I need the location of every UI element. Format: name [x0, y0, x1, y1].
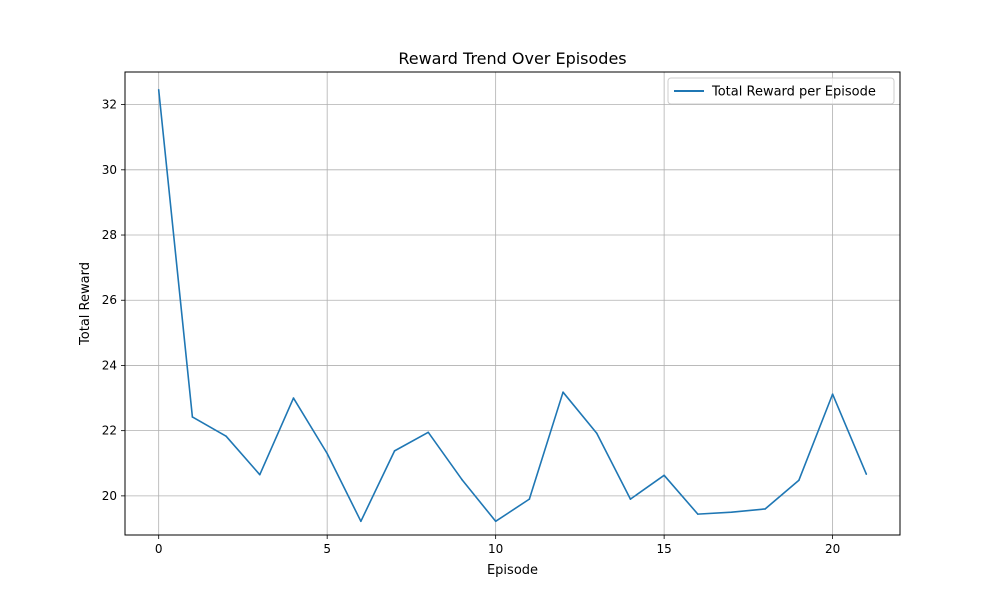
data-point — [528, 498, 531, 500]
y-axis-label: Total Reward — [78, 262, 93, 346]
data-point — [461, 478, 463, 481]
data-point — [730, 511, 733, 513]
series-line — [157, 89, 868, 523]
y-tick-label: 28 — [102, 228, 117, 242]
data-point — [865, 473, 868, 475]
x-tick-label: 15 — [656, 542, 671, 556]
data-point — [360, 520, 362, 523]
data-point — [157, 89, 160, 91]
data-point — [764, 508, 767, 510]
data-point — [292, 397, 295, 399]
y-tick-label: 24 — [102, 358, 117, 372]
plot-frame — [124, 71, 901, 536]
y-tick-label: 26 — [102, 293, 117, 307]
data-point — [697, 513, 699, 515]
data-point — [494, 520, 497, 523]
x-ticks-layer: 0 5 10 15 20 — [155, 535, 840, 556]
x-tick-label: 5 — [323, 542, 331, 556]
data-point — [798, 479, 800, 482]
chart-title: Reward Trend Over Episodes — [398, 49, 626, 68]
data-point — [663, 474, 665, 477]
grid-layer — [125, 72, 900, 535]
data-point — [595, 432, 598, 435]
data-point — [629, 498, 632, 500]
data-point — [326, 452, 328, 455]
x-tick-label: 10 — [488, 542, 503, 556]
data-point — [831, 393, 834, 395]
data-point — [562, 391, 564, 393]
data-point — [427, 431, 430, 434]
x-tick-label: 0 — [155, 542, 163, 556]
data-point — [191, 416, 194, 418]
legend-box — [667, 77, 895, 105]
data-point — [225, 435, 227, 438]
y-ticks-layer: 20 22 24 26 28 30 32 — [102, 98, 125, 503]
legend-label: Total Reward per Episode — [711, 85, 876, 100]
y-tick-label: 20 — [102, 489, 117, 503]
data-point — [258, 473, 261, 476]
y-tick-label: 22 — [102, 424, 117, 438]
y-tick-label: 32 — [102, 98, 117, 112]
legend: Total Reward per Episode — [667, 77, 895, 105]
x-tick-label: 20 — [825, 542, 840, 556]
y-tick-label: 30 — [102, 163, 117, 177]
x-axis-label: Episode — [487, 563, 538, 578]
data-point — [393, 450, 396, 452]
series-layer — [157, 89, 868, 523]
